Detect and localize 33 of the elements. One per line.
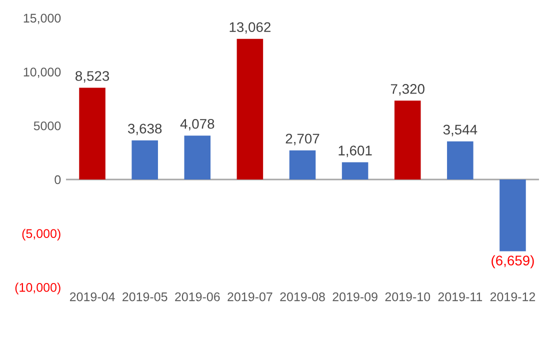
x-tick-label: 2019-12	[490, 292, 536, 302]
data-label: 3,638	[128, 124, 162, 136]
data-label: (6,659)	[492, 255, 534, 268]
bar	[236, 38, 264, 180]
data-label: 1,601	[338, 146, 372, 158]
bar	[289, 150, 316, 180]
bar	[79, 88, 106, 180]
x-tick-label: 2019-11	[438, 292, 482, 302]
bar	[132, 140, 158, 180]
y-tick-label: (10,000)	[15, 282, 60, 294]
data-label: 2,707	[286, 134, 320, 146]
x-tick-label: 2019-07	[228, 292, 272, 302]
data-label: 8,523	[76, 71, 110, 83]
bar	[447, 141, 474, 180]
x-tick-label: 2019-05	[122, 292, 168, 302]
x-tick-label: 2019-04	[70, 292, 115, 302]
bar	[500, 180, 526, 252]
bar	[184, 136, 211, 180]
y-tick-label: 5000	[34, 121, 61, 130]
data-label: 3,544	[443, 124, 478, 136]
bar	[394, 100, 421, 180]
x-tick-label: 2019-08	[280, 292, 325, 302]
y-tick-label: 0	[54, 175, 61, 184]
x-tick-label: 2019-06	[175, 292, 220, 302]
data-label: 13,062	[230, 22, 270, 34]
x-tick-label: 2019-09	[332, 292, 378, 302]
bar	[342, 162, 368, 180]
y-tick-label: 10,000	[24, 68, 61, 78]
x-tick-label: 2019-10	[385, 292, 430, 302]
y-tick-label: 15,000	[24, 14, 61, 24]
data-label: 7,320	[390, 84, 424, 96]
data-label: 4,078	[180, 118, 214, 130]
y-tick-label: (5,000)	[22, 228, 60, 240]
